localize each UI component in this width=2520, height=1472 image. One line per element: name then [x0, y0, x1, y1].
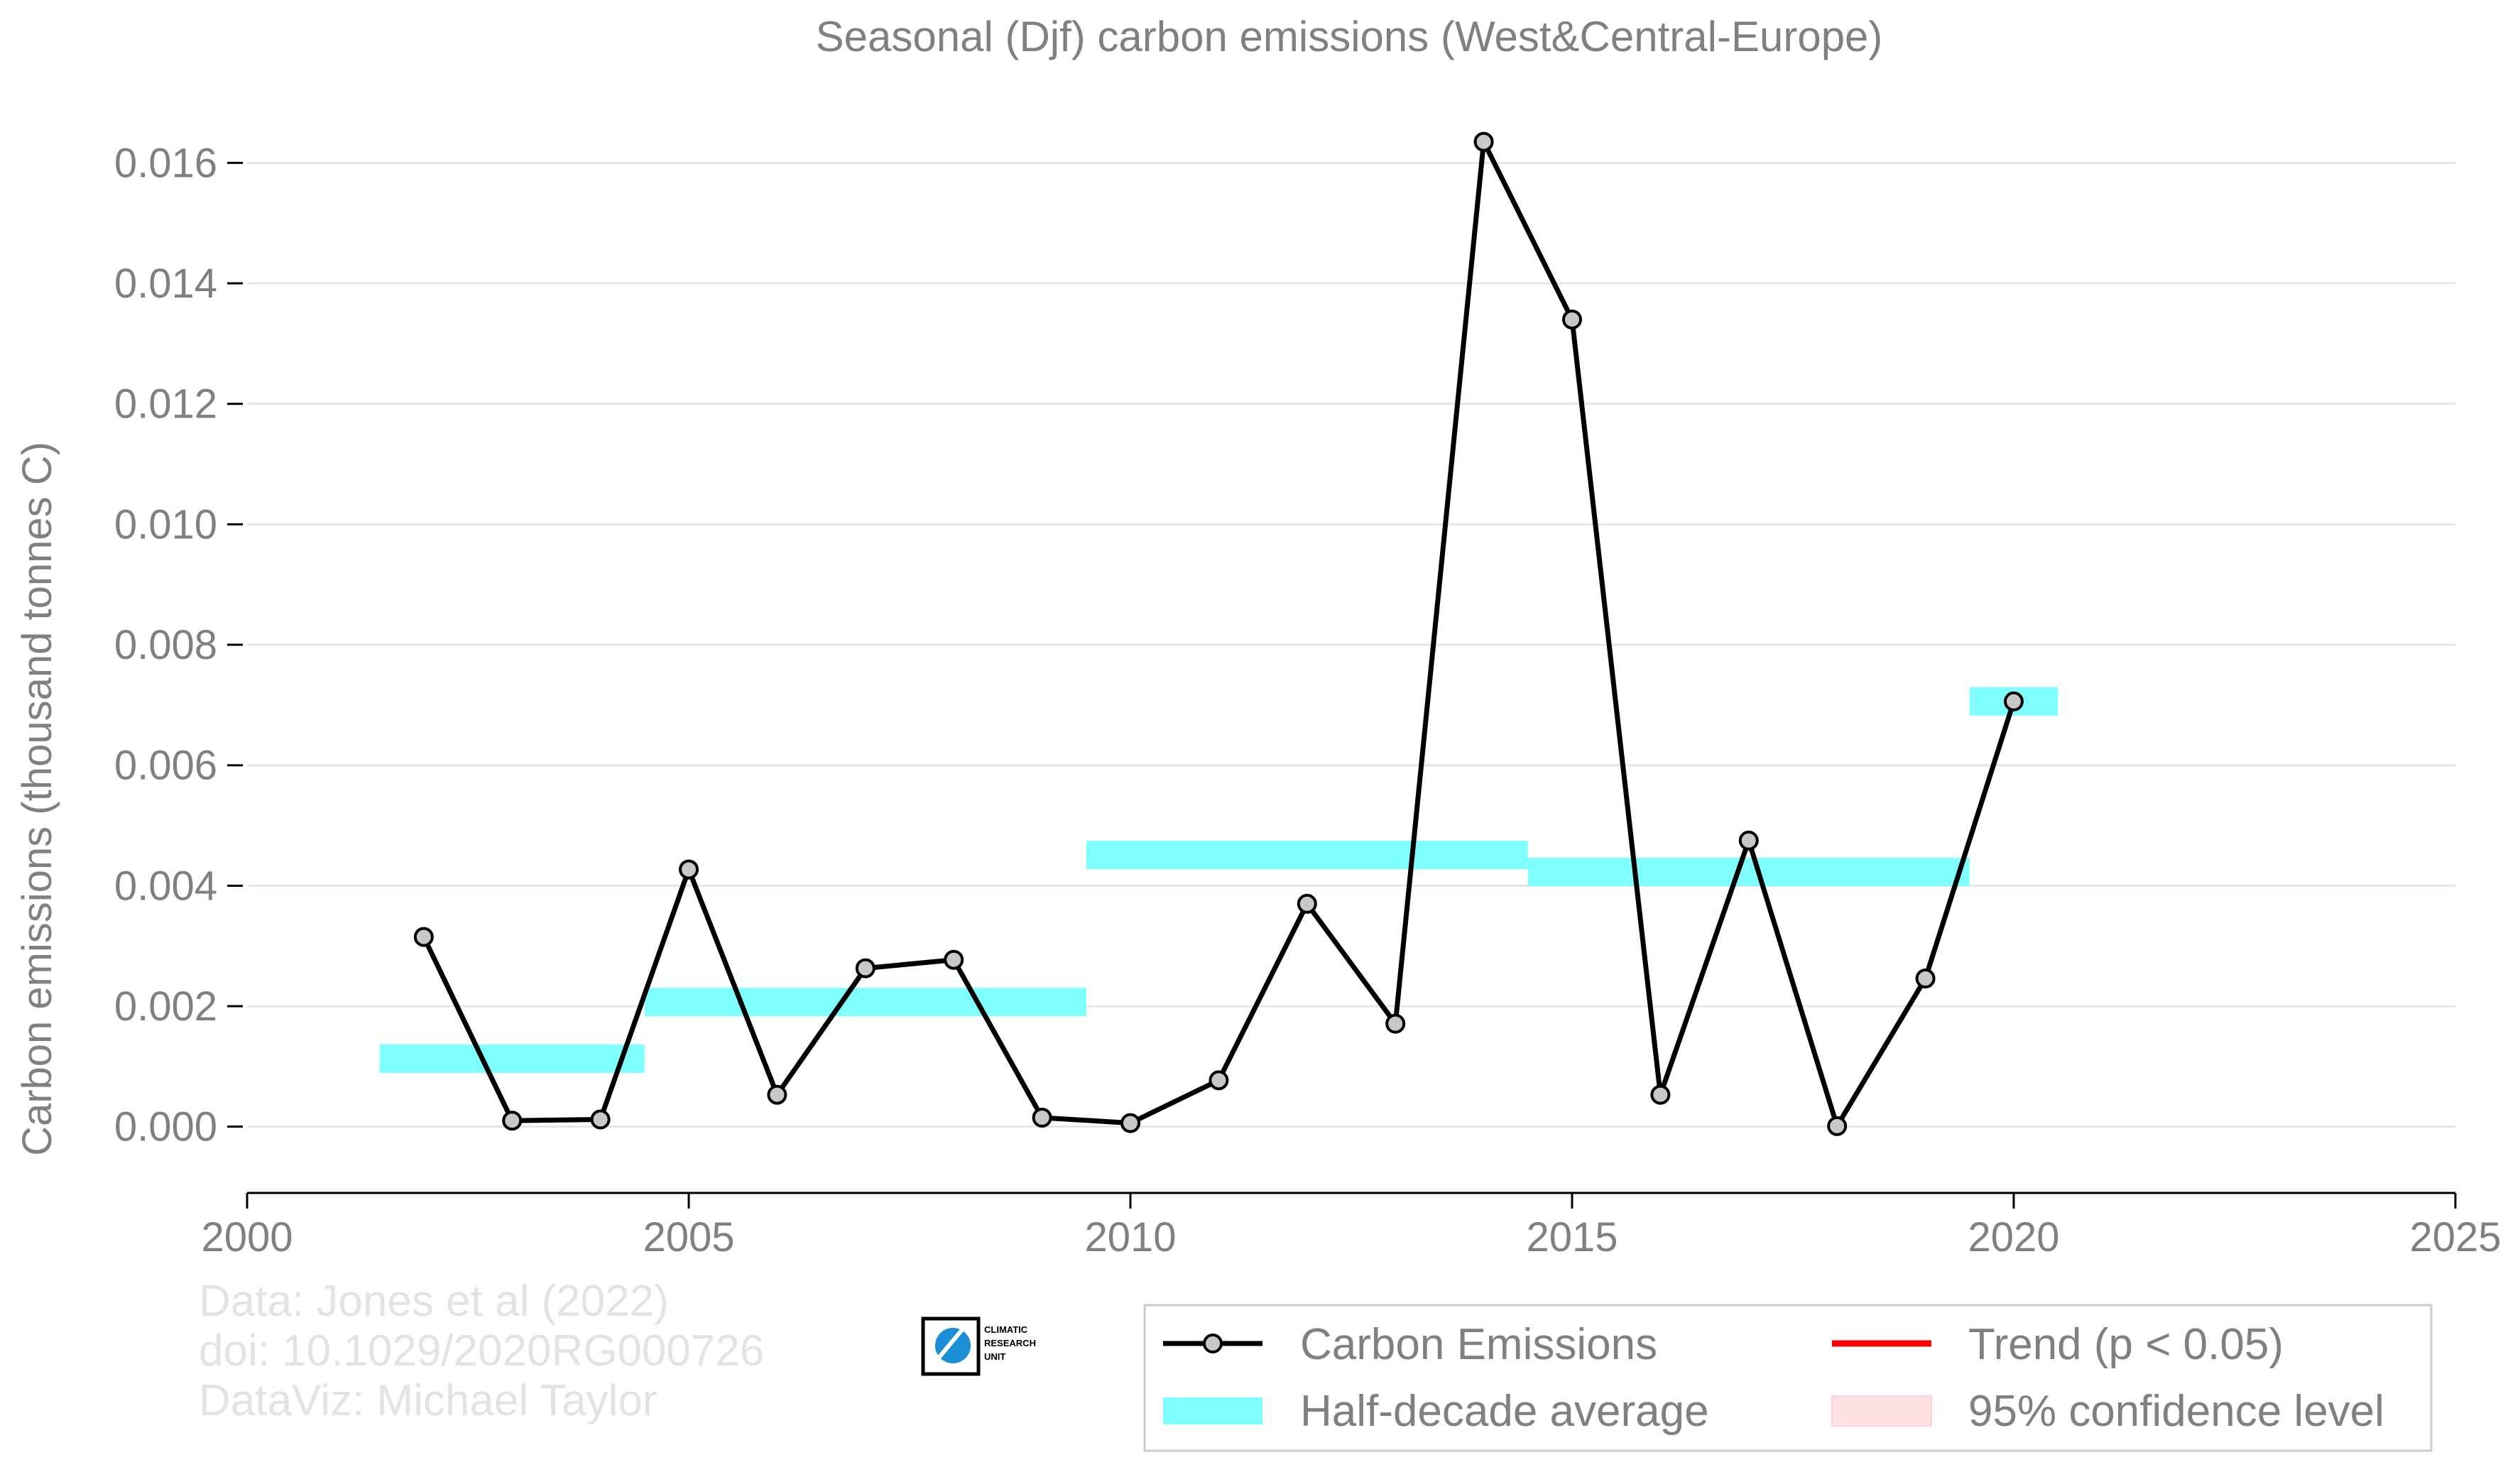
logo-text-line1: CLIMATIC: [984, 1324, 1028, 1335]
y-tick-label: 0.012: [114, 381, 217, 427]
data-point: [502, 1111, 523, 1131]
x-tick-label: 2025: [2409, 1214, 2501, 1260]
x-tick-label: 2000: [201, 1214, 293, 1260]
half-decade-average-bar: [1527, 857, 1970, 886]
data-point: [1827, 1116, 1848, 1136]
legend-box: [1143, 1304, 2433, 1452]
x-tick-label: 2005: [643, 1214, 734, 1260]
gridlines: [247, 161, 2455, 1128]
half-decade-average-bar: [644, 988, 1086, 1017]
y-tick-label: 0.016: [114, 140, 217, 186]
credit-doi: doi: 10.1029/2020RG000726: [199, 1326, 764, 1375]
data-point: [1120, 1113, 1140, 1133]
y-tick-label: 0.004: [114, 863, 217, 909]
x-tick-label: 2010: [1084, 1214, 1176, 1260]
data-point: [1562, 309, 1582, 329]
x-tick-label: 2015: [1526, 1214, 1618, 1260]
data-point: [679, 859, 699, 880]
y-tick-label: 0.006: [114, 743, 217, 789]
legend-bar-swatch: [1163, 1397, 1262, 1424]
logo-text-line3: UNIT: [984, 1351, 1005, 1362]
legend-item-carbon-emissions: Carbon Emissions: [1163, 1320, 1657, 1369]
legend-label: Carbon Emissions: [1300, 1320, 1657, 1369]
data-point: [1473, 131, 1494, 152]
logo-frame: [921, 1316, 981, 1376]
emissions-series: [413, 131, 2024, 1136]
legend-item-trend: Trend (p < 0.05): [1832, 1320, 2284, 1369]
y-axis-label: Carbon emissions (thousand tonnes C): [14, 442, 60, 1156]
cru-logo: CLIMATIC RESEARCH UNIT: [921, 1316, 1036, 1376]
logo-slash: [934, 1326, 966, 1363]
y-tick-labels: 0.000 0.002 0.004 0.006 0.008 0.010 0.012 0.014…: [114, 140, 243, 1150]
logo-text-line2: RESEARCH: [984, 1338, 1036, 1348]
data-point: [944, 949, 964, 970]
y-tick-label: 0.002: [114, 983, 217, 1030]
data-point: [767, 1084, 787, 1105]
legend-marker-swatch: [1203, 1334, 1223, 1353]
data-point: [413, 927, 434, 947]
legend-label: Half-decade average: [1300, 1387, 1709, 1436]
x-axis: 2000 2005 2010 2015 2020 2025: [201, 1192, 2502, 1260]
y-tick-label: 0.010: [114, 501, 217, 547]
half-decade-average-bar: [1086, 841, 1528, 870]
credits: Data: Jones et al (2022) doi: 10.1029/20…: [199, 1277, 764, 1425]
legend-label: Trend (p < 0.05): [1968, 1320, 2284, 1369]
legend-item-half-decade-average: Half-decade average: [1163, 1387, 1709, 1436]
data-point: [1915, 969, 1936, 988]
legend-item-confidence: 95% confidence level: [1831, 1387, 2384, 1436]
data-point: [855, 958, 876, 978]
legend-label: 95% confidence level: [1968, 1387, 2384, 1436]
emissions-line: [421, 139, 2017, 1129]
data-point: [590, 1109, 611, 1130]
y-tick-label: 0.014: [114, 261, 217, 307]
y-tick-label: 0.000: [114, 1104, 217, 1150]
data-point: [1385, 1013, 1406, 1034]
half-decade-average-bar: [379, 1044, 645, 1073]
chart-title: Seasonal (Djf) carbon emissions (West&Ce…: [816, 13, 1883, 60]
data-point: [1032, 1107, 1052, 1128]
data-point: [1738, 830, 1759, 851]
half-decade-average-bars: [379, 687, 2058, 1073]
data-point: [1650, 1084, 1671, 1105]
x-tick-label: 2020: [1968, 1214, 2059, 1260]
data-point: [1209, 1070, 1229, 1091]
credit-data-source: Data: Jones et al (2022): [199, 1277, 669, 1326]
data-point: [2004, 691, 2024, 712]
y-tick-label: 0.008: [114, 622, 217, 668]
legend: Carbon Emissions Half-decade average Tre…: [1143, 1304, 2433, 1452]
legend-confidence-swatch: [1831, 1395, 1932, 1427]
data-point: [1297, 893, 1317, 914]
credit-dataviz: DataViz: Michael Taylor: [199, 1376, 658, 1425]
